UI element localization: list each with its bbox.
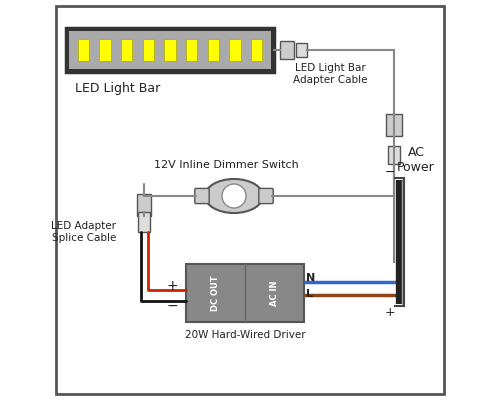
Text: 20W Hard-Wired Driver: 20W Hard-Wired Driver	[184, 330, 306, 340]
FancyBboxPatch shape	[69, 31, 271, 69]
FancyBboxPatch shape	[56, 6, 444, 394]
Text: +: +	[166, 279, 178, 293]
FancyBboxPatch shape	[388, 146, 400, 164]
Text: −: −	[385, 166, 395, 178]
Text: AC IN: AC IN	[270, 280, 279, 306]
Text: N: N	[306, 273, 316, 283]
FancyBboxPatch shape	[186, 39, 198, 61]
Text: −: −	[166, 299, 178, 313]
FancyBboxPatch shape	[100, 39, 110, 61]
FancyBboxPatch shape	[164, 39, 175, 61]
FancyBboxPatch shape	[259, 188, 273, 204]
FancyBboxPatch shape	[138, 212, 150, 232]
Text: LED Light Bar
Adapter Cable: LED Light Bar Adapter Cable	[293, 63, 367, 85]
FancyBboxPatch shape	[386, 114, 402, 136]
Text: LED Light Bar: LED Light Bar	[76, 82, 160, 95]
Ellipse shape	[205, 179, 263, 213]
FancyBboxPatch shape	[251, 39, 262, 61]
Text: +: +	[384, 306, 396, 319]
FancyBboxPatch shape	[195, 188, 209, 204]
Text: AC
Power: AC Power	[397, 146, 435, 174]
FancyBboxPatch shape	[142, 39, 154, 61]
Text: L: L	[306, 289, 313, 299]
FancyBboxPatch shape	[186, 264, 304, 322]
FancyBboxPatch shape	[230, 39, 240, 61]
Text: LED Adapter
Splice Cable: LED Adapter Splice Cable	[52, 221, 116, 243]
FancyBboxPatch shape	[208, 39, 219, 61]
FancyBboxPatch shape	[137, 194, 151, 216]
FancyBboxPatch shape	[296, 43, 307, 57]
FancyBboxPatch shape	[121, 39, 132, 61]
Text: 12V Inline Dimmer Switch: 12V Inline Dimmer Switch	[154, 160, 298, 170]
Text: DC OUT: DC OUT	[211, 275, 220, 311]
FancyBboxPatch shape	[78, 39, 89, 61]
FancyBboxPatch shape	[280, 41, 294, 59]
FancyBboxPatch shape	[66, 28, 274, 72]
Circle shape	[222, 184, 246, 208]
